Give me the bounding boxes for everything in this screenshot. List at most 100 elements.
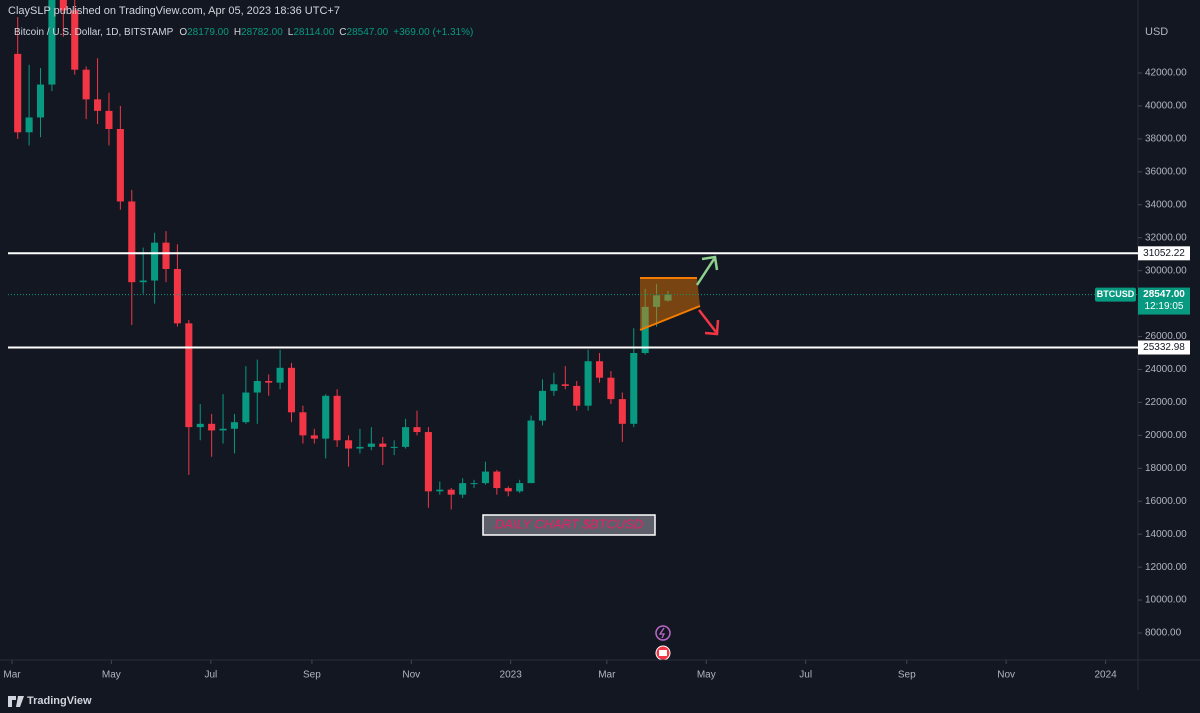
overlay: DAILY CHART $BTCUSD	[482, 255, 720, 661]
candle-body	[116, 128, 124, 202]
candle-body	[459, 483, 467, 495]
candle-body	[561, 384, 569, 386]
candle-body	[595, 361, 604, 378]
candle-body	[493, 471, 501, 489]
candle-body	[356, 446, 364, 449]
candle-body	[208, 423, 216, 431]
last-price-box	[1138, 287, 1190, 315]
candle-body	[265, 380, 273, 383]
y-tick-label: 30000.00	[1145, 265, 1187, 276]
candle-body	[390, 446, 398, 448]
y-tick-label: 8000.00	[1145, 628, 1182, 639]
y-tick-label: 20000.00	[1145, 430, 1187, 441]
legend-value: 28547.00	[347, 27, 389, 38]
candle-body	[641, 306, 649, 353]
candle-body	[253, 380, 261, 393]
level-label-box	[1138, 340, 1190, 355]
candle-body	[402, 427, 410, 447]
y-tick-label: 36000.00	[1145, 166, 1187, 177]
candle-body	[664, 294, 672, 301]
legend-change: +369.00 (+1.31%)	[393, 27, 473, 38]
candle-body	[367, 443, 375, 447]
axis-unit: USD	[1145, 26, 1168, 38]
x-tick-label: Nov	[997, 670, 1015, 681]
x-tick-label: 2024	[1094, 670, 1117, 681]
candle-body	[538, 390, 547, 421]
legend: Bitcoin / U.S. Dollar, 1D, BITSTAMP O2817…	[14, 27, 473, 38]
x-tick-label: Nov	[402, 670, 420, 681]
level-label: 25332.98	[1143, 342, 1185, 353]
brand: TradingView	[27, 695, 92, 707]
candle-body	[424, 432, 432, 492]
candle-body	[333, 395, 341, 441]
candle-body	[219, 428, 227, 431]
triangle-bottom	[639, 305, 701, 331]
y-tick-label: 38000.00	[1145, 134, 1187, 145]
candle-body	[345, 440, 353, 449]
event-icon[interactable]	[655, 625, 671, 641]
candle-body	[630, 352, 638, 424]
candle-body	[607, 377, 615, 400]
legend-key: C	[339, 27, 346, 38]
triangle-fill	[640, 278, 700, 330]
y-tick-label: 12000.00	[1145, 562, 1187, 573]
arrow-up-head	[701, 255, 719, 271]
y-tick-label: 16000.00	[1145, 496, 1187, 507]
x-tick-label: May	[102, 670, 121, 681]
candle-body	[242, 392, 250, 423]
candle-body	[276, 367, 284, 383]
candle-body	[48, 0, 56, 85]
candle-body	[322, 395, 330, 439]
candle-body	[550, 384, 558, 391]
candle-body	[162, 242, 170, 269]
candle-body	[287, 367, 296, 413]
event-icon-bolt	[658, 627, 666, 639]
candle-body	[379, 443, 387, 447]
level-label: 31052.22	[1143, 248, 1185, 259]
x-tick-label: Sep	[898, 670, 916, 681]
candle-body	[128, 201, 136, 283]
x-tick-label: Jul	[799, 670, 812, 681]
candle-body	[618, 399, 626, 424]
y-tick-label: 32000.00	[1145, 232, 1187, 243]
arrow-up	[695, 258, 716, 286]
y-tick-label: 10000.00	[1145, 595, 1187, 606]
level-label-box	[1138, 246, 1190, 261]
last-price-label: 28547.00	[1143, 289, 1185, 300]
candle-body	[196, 423, 204, 428]
legend-key: O	[179, 27, 187, 38]
countdown: 12:19:05	[1145, 301, 1184, 312]
legend-value: 28179.00	[187, 27, 229, 38]
candle-body	[653, 295, 661, 307]
candle-body	[94, 99, 102, 111]
candle-body	[481, 471, 489, 484]
candle-body	[230, 422, 238, 429]
candles	[14, 0, 672, 510]
candle-body	[470, 483, 478, 485]
x-tick-label: 2023	[500, 670, 523, 681]
candle-body	[584, 361, 592, 406]
candle-body	[36, 84, 45, 118]
candle-body	[71, 10, 79, 70]
candle-body	[447, 489, 455, 495]
x-tick-label: Jul	[204, 670, 217, 681]
candle-body	[436, 489, 444, 492]
candle-body	[14, 53, 22, 133]
candle-body	[413, 427, 421, 433]
legend-value: 28114.00	[293, 27, 334, 38]
candle-body	[105, 110, 113, 129]
annotation-box	[482, 514, 656, 536]
arrow-down-head	[704, 319, 720, 336]
candle-body	[25, 117, 33, 133]
y-tick-label: 14000.00	[1145, 529, 1187, 540]
header: ClaySLP published on TradingView.com, Ap…	[8, 5, 340, 17]
candle-body	[173, 268, 181, 324]
x-tick-label: May	[697, 670, 716, 681]
candle-body	[527, 420, 535, 484]
candle-body	[516, 483, 524, 492]
y-tick-label: 22000.00	[1145, 397, 1187, 408]
y-tick-label: 40000.00	[1145, 101, 1187, 112]
candle-body	[504, 488, 512, 492]
